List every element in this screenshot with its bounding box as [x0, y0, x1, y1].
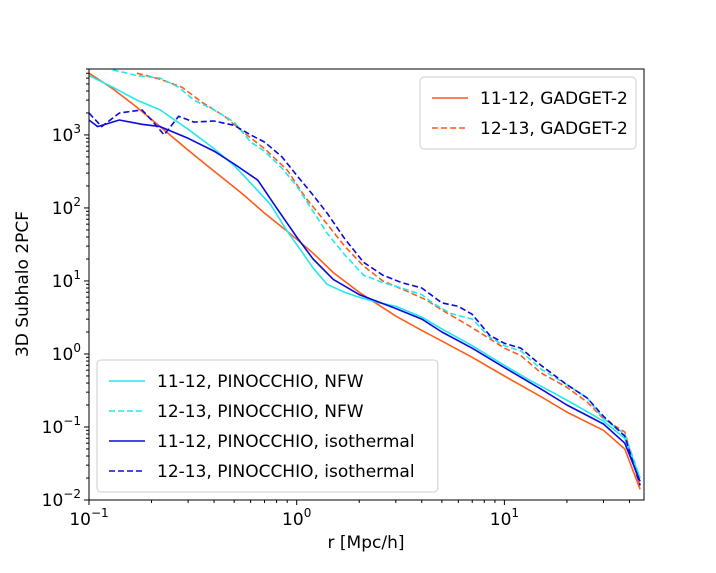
- legend-label: 11-12, PINOCCHIO, NFW: [157, 372, 364, 392]
- legend-label: 11-12, PINOCCHIO, isothermal: [157, 432, 415, 452]
- x-tick-label: 100: [282, 506, 311, 530]
- series-line-5: [89, 109, 641, 486]
- y-tick-label: 10−1: [42, 414, 81, 438]
- y-tick-label: 101: [52, 268, 81, 292]
- y-tick-label: 100: [52, 341, 81, 365]
- legend-label: 11-12, GADGET-2: [480, 89, 628, 109]
- y-tick-label: 102: [52, 195, 81, 219]
- series-layer: [89, 69, 641, 490]
- legend-label: 12-13, PINOCCHIO, NFW: [157, 402, 364, 422]
- legend-label: 12-13, PINOCCHIO, isothermal: [157, 462, 415, 482]
- series-line-3: [112, 69, 641, 479]
- legend-upper-right: 11-12, GADGET-2 12-13, GADGET-2: [419, 76, 637, 150]
- y-tick-label: 10−2: [42, 487, 81, 511]
- legend-box: [419, 76, 637, 150]
- y-tick-label: 103: [52, 122, 81, 146]
- x-tick-label: 10−1: [69, 506, 108, 530]
- legend-box: [96, 359, 439, 493]
- x-axis-label: r [Mpc/h]: [328, 533, 405, 553]
- legends: 11-12, GADGET-2 12-13, GADGET-2 11-12, PIN…: [96, 76, 637, 493]
- series-line-2: [89, 74, 641, 479]
- series-line-0: [89, 72, 641, 490]
- x-tick-label: 101: [490, 506, 519, 530]
- x-ticks: 10−1 100 101: [69, 500, 630, 530]
- legend-lower-left: 11-12, PINOCCHIO, NFW 12-13, PINOCCHIO, N…: [96, 359, 439, 493]
- y-ticks: 10−2 10−1 100 101 102 103: [42, 68, 89, 511]
- y-axis-label: 3D Subhalo 2PCF: [13, 211, 33, 357]
- legend-label: 12-13, GADGET-2: [480, 119, 628, 139]
